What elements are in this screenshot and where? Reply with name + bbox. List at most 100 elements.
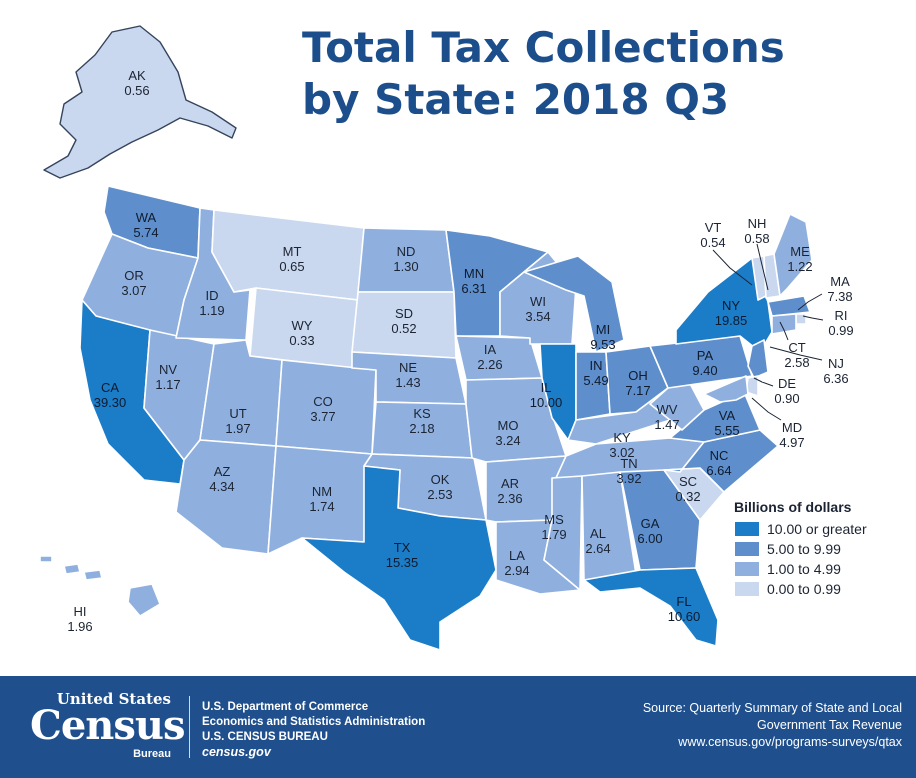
legend-swatch xyxy=(734,561,760,577)
state-label-de: DE xyxy=(778,376,796,391)
state-label-ny: NY xyxy=(722,298,740,313)
state-label-oh: OH xyxy=(628,368,648,383)
leader-nj xyxy=(769,346,823,361)
state-label-ky: KY xyxy=(613,430,631,445)
state-label-nv: NV xyxy=(159,362,177,377)
state-value-il: 10.00 xyxy=(530,395,563,410)
state-label-la: LA xyxy=(509,548,525,563)
agency-bureau: U.S. CENSUS BUREAU xyxy=(202,731,328,743)
state-ma[interactable] xyxy=(767,295,811,317)
state-value-ar: 2.36 xyxy=(497,491,522,506)
source-line-1: Source: Quarterly Summary of State and L… xyxy=(642,701,902,715)
state-value-wi: 3.54 xyxy=(525,309,550,324)
state-label-sd: SD xyxy=(395,306,413,321)
state-value-sc: 0.32 xyxy=(675,489,700,504)
state-value-wy: 0.33 xyxy=(289,333,314,348)
state-label-mo: MO xyxy=(498,418,519,433)
state-value-ut: 1.97 xyxy=(225,421,250,436)
state-value-mn: 6.31 xyxy=(461,281,486,296)
state-mi[interactable] xyxy=(523,255,625,353)
state-label-ia: IA xyxy=(484,342,497,357)
state-value-ca: 39.30 xyxy=(94,395,127,410)
legend-label: 10.00 or greater xyxy=(767,521,867,537)
legend-swatch xyxy=(734,521,760,537)
state-value-nv: 1.17 xyxy=(155,377,180,392)
agency-administration: Economics and Statistics Administration xyxy=(202,716,426,728)
leader-ct xyxy=(779,321,789,341)
state-ak[interactable] xyxy=(43,25,237,179)
state-az[interactable] xyxy=(175,439,277,555)
state-label-al: AL xyxy=(590,526,606,541)
state-tx[interactable] xyxy=(301,465,497,651)
leader-vt xyxy=(712,249,753,286)
state-value-ga: 6.00 xyxy=(637,531,662,546)
state-label-nd: ND xyxy=(397,244,416,259)
state-value-ri: 0.99 xyxy=(828,323,853,338)
state-value-vt: 0.54 xyxy=(700,235,725,250)
census-bureau-logo[interactable]: United States Census Bureau xyxy=(24,690,185,764)
state-value-ia: 2.26 xyxy=(477,357,502,372)
state-md[interactable] xyxy=(703,375,749,403)
state-label-co: CO xyxy=(313,394,333,409)
state-label-ct: CT xyxy=(788,340,805,355)
state-label-ma: MA xyxy=(830,274,850,289)
state-value-az: 4.34 xyxy=(209,479,234,494)
leader-md xyxy=(751,397,782,421)
state-label-me: ME xyxy=(790,244,810,259)
state-label-va: VA xyxy=(719,408,736,423)
state-value-ok: 2.53 xyxy=(427,487,452,502)
us-state-map: AK0.56WA5.74OR3.07CA39.30NV1.17ID1.19MT0… xyxy=(39,25,854,651)
state-hi[interactable] xyxy=(39,555,161,617)
leader-ri xyxy=(802,315,824,321)
state-label-hi: HI xyxy=(74,604,87,619)
state-ct[interactable] xyxy=(771,313,797,335)
state-value-fl: 10.60 xyxy=(668,609,701,624)
agency-block: U.S. Department of Commerce Economics an… xyxy=(202,700,425,760)
state-value-ak: 0.56 xyxy=(124,83,149,98)
state-label-in: IN xyxy=(590,358,603,373)
legend-swatch xyxy=(734,581,760,597)
state-label-il: IL xyxy=(541,380,552,395)
state-value-sd: 0.52 xyxy=(391,321,416,336)
leader-nh xyxy=(756,243,769,291)
source-line-2: Government Tax Revenue xyxy=(757,718,902,732)
state-value-nh: 0.58 xyxy=(744,231,769,246)
state-label-mt: MT xyxy=(283,244,302,259)
state-ms[interactable] xyxy=(543,475,583,591)
state-fl[interactable] xyxy=(583,567,719,647)
state-value-la: 2.94 xyxy=(504,563,529,578)
state-value-pa: 9.40 xyxy=(692,363,717,378)
title-line-2: by State: 2018 Q3 xyxy=(302,75,730,124)
state-label-id: ID xyxy=(206,288,219,303)
state-label-wv: WV xyxy=(657,402,678,417)
state-label-ca: CA xyxy=(101,380,119,395)
state-value-tx: 15.35 xyxy=(386,555,419,570)
state-label-wi: WI xyxy=(530,294,546,309)
state-value-mi: 9.53 xyxy=(590,337,615,352)
state-value-hi: 1.96 xyxy=(67,619,92,634)
state-label-pa: PA xyxy=(697,348,714,363)
source-note: Source: Quarterly Summary of State and L… xyxy=(643,700,902,751)
state-value-nm: 1.74 xyxy=(309,499,334,514)
state-value-ny: 19.85 xyxy=(715,313,748,328)
footer-divider xyxy=(189,696,190,758)
state-nj[interactable] xyxy=(747,339,769,379)
state-value-wv: 1.47 xyxy=(654,417,679,432)
state-value-de: 0.90 xyxy=(774,391,799,406)
leader-de xyxy=(753,377,774,387)
agency-department: U.S. Department of Commerce xyxy=(202,701,369,713)
state-value-in: 5.49 xyxy=(583,373,608,388)
state-value-ms: 1.79 xyxy=(541,527,566,542)
state-label-nj: NJ xyxy=(828,356,844,371)
state-label-sc: SC xyxy=(679,474,697,489)
state-label-mn: MN xyxy=(464,266,484,281)
state-me[interactable] xyxy=(773,213,813,297)
agency-website-link[interactable]: census.gov xyxy=(202,745,271,759)
state-ga[interactable] xyxy=(619,469,701,571)
state-value-nd: 1.30 xyxy=(393,259,418,274)
state-label-tn: TN xyxy=(620,456,637,471)
state-ri[interactable] xyxy=(795,313,807,325)
state-value-ky: 3.02 xyxy=(609,445,634,460)
source-url-link[interactable]: www.census.gov/programs-surveys/qtax xyxy=(678,735,902,749)
legend-label: 1.00 to 4.99 xyxy=(767,561,841,577)
